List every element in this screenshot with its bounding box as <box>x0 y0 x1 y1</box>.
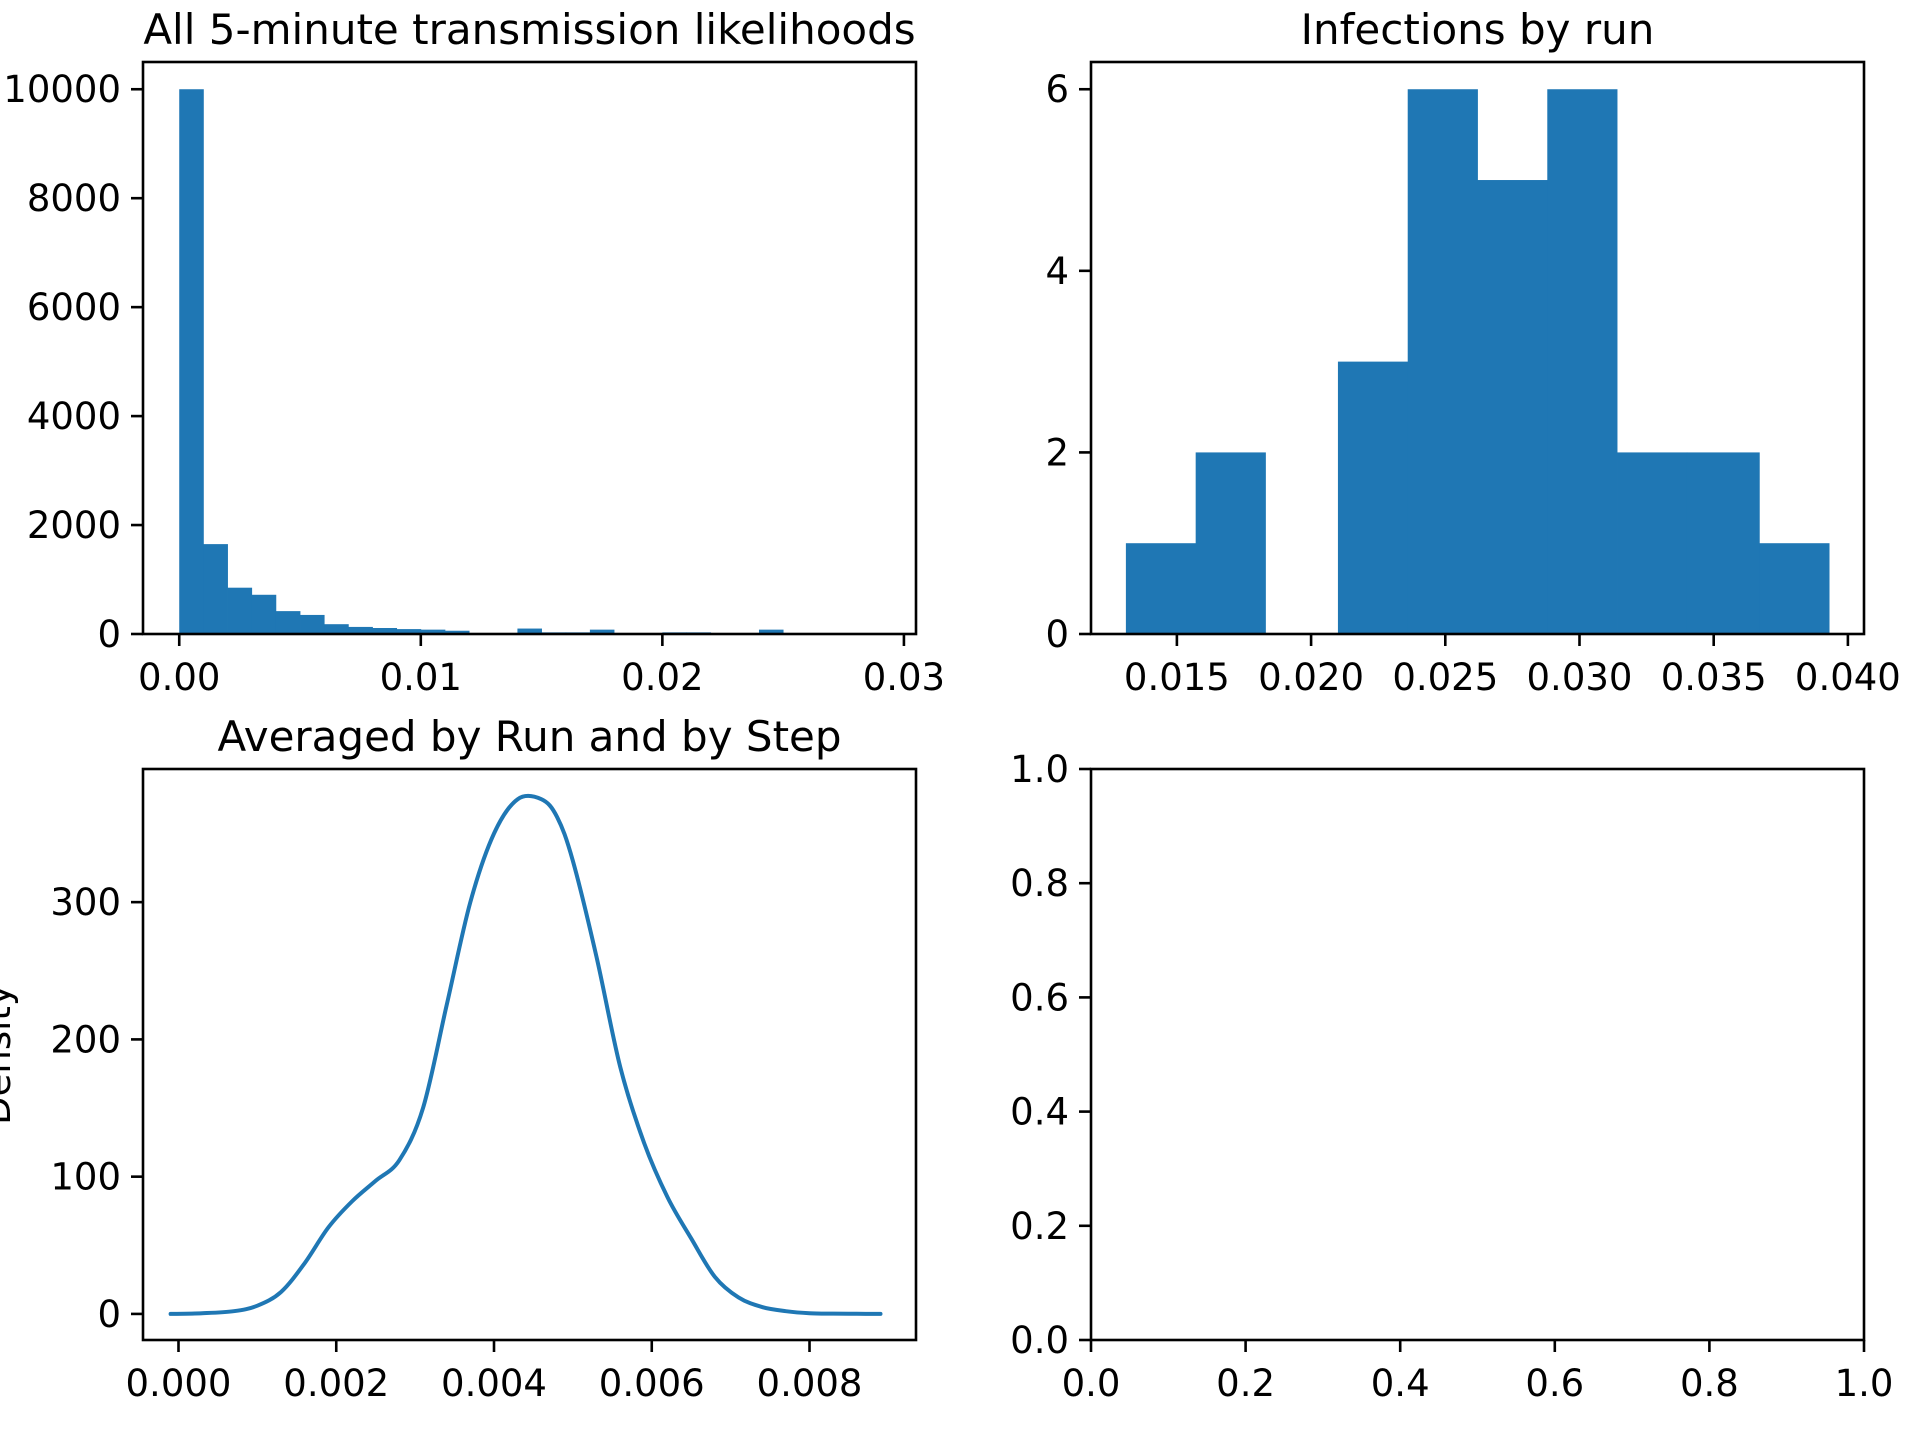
histogram-bar <box>251 594 277 634</box>
x-tick-label: 0.035 <box>1661 656 1767 699</box>
x-tick-label: 0.030 <box>1527 656 1633 699</box>
histogram-bar <box>420 629 446 634</box>
histogram-bar <box>372 628 398 634</box>
y-tick-label: 2 <box>1045 431 1069 474</box>
x-tick-label: 0.02 <box>621 656 703 699</box>
histogram-bar <box>1686 452 1760 634</box>
y-tick-label: 0.2 <box>1010 1205 1069 1248</box>
y-tick-label: 300 <box>50 881 121 924</box>
y-tick-label: 6 <box>1045 68 1069 111</box>
histogram-bar <box>758 629 784 634</box>
y-tick-label: 1.0 <box>1010 748 1069 791</box>
y-tick-label: 0.8 <box>1010 862 1069 905</box>
y-tick-label: 10000 <box>3 68 121 111</box>
histogram-bar <box>589 629 615 634</box>
x-tick-label: 0.0 <box>1062 1362 1121 1405</box>
y-tick-label: 0.6 <box>1010 976 1069 1019</box>
histogram-bar <box>396 629 422 634</box>
axes-frame <box>1089 767 1866 1342</box>
histogram-bar <box>203 544 228 634</box>
x-tick-label: 0.6 <box>1525 1362 1584 1405</box>
x-tick-label: 0.00 <box>138 656 220 699</box>
x-tick-label: 1.0 <box>1835 1362 1894 1405</box>
x-tick-label: 0.020 <box>1258 656 1364 699</box>
y-tick-label: 6000 <box>27 286 121 329</box>
y-tick-label: 4 <box>1045 250 1069 293</box>
histogram-bar <box>348 626 373 634</box>
histogram-bar <box>179 89 204 634</box>
x-tick-label: 0.03 <box>863 656 945 699</box>
y-tick-label: 2000 <box>27 504 121 547</box>
histogram-bar <box>1195 452 1266 634</box>
x-tick-label: 0.040 <box>1795 656 1901 699</box>
histogram-bar <box>1617 452 1688 634</box>
y-tick-label: 0 <box>97 1293 121 1336</box>
y-tick-label: 100 <box>50 1156 121 1199</box>
y-tick-label: 0.0 <box>1010 1319 1069 1362</box>
histogram-bar <box>1407 89 1478 634</box>
y-tick-label: 8000 <box>27 177 121 220</box>
y-tick-label: 0 <box>97 613 121 656</box>
y-tick-label: 0.4 <box>1010 1091 1069 1134</box>
x-tick-label: 0.015 <box>1124 656 1230 699</box>
y-tick-label: 0 <box>1045 613 1069 656</box>
histogram-bar <box>1337 361 1409 634</box>
histogram-bar <box>324 624 349 634</box>
x-tick-label: 0.01 <box>380 656 462 699</box>
axes-frame <box>141 60 918 636</box>
density-curve <box>168 793 883 1316</box>
x-tick-label: 0.4 <box>1371 1362 1430 1405</box>
x-tick-label: 0.8 <box>1680 1362 1739 1405</box>
chart-title: Infections by run <box>1301 5 1655 54</box>
axes-frame <box>1089 60 1866 636</box>
x-tick-label: 0.000 <box>126 1362 232 1405</box>
x-tick-label: 0.006 <box>599 1362 705 1405</box>
y-tick-label: 200 <box>50 1018 121 1061</box>
y-axis-label: Density <box>0 984 19 1125</box>
histogram-bar <box>1759 543 1830 634</box>
histogram-infections-panel: 0.015 0.020 0.025 0.030 0.035 0.040 0 2 4 6 Infect… <box>1045 5 1900 699</box>
axes-frame <box>141 767 918 1342</box>
histogram-bar <box>227 587 253 634</box>
histogram-likelihoods-panel: 0.00 0.01 0.02 0.03 0 2000 4000 6000 8000 10000 Al… <box>3 5 945 699</box>
histogram-bar <box>1547 89 1618 634</box>
x-tick-label: 0.2 <box>1216 1362 1275 1405</box>
empty-axes-panel: 0.0 0.2 0.4 0.6 0.8 1.0 0.0 0.2 0.4 0.6 0.8 1.0 <box>1010 748 1893 1405</box>
histogram-bar <box>1125 543 1197 634</box>
histogram-bar <box>1477 180 1548 635</box>
histogram-bar <box>300 614 325 634</box>
x-tick-label: 0.025 <box>1392 656 1498 699</box>
histogram-bar <box>275 611 301 634</box>
y-tick-label: 4000 <box>27 395 121 438</box>
chart-title: Averaged by Run and by Step <box>217 712 841 761</box>
x-tick-label: 0.004 <box>441 1362 547 1405</box>
histogram-bar <box>444 630 470 634</box>
x-tick-label: 0.002 <box>283 1362 389 1405</box>
chart-title: All 5-minute transmission likelihoods <box>143 5 915 54</box>
histogram-bar <box>517 628 542 634</box>
density-averaged-panel: 0.000 0.002 0.004 0.006 0.008 0 100 200 300 Avera… <box>0 712 918 1405</box>
x-tick-label: 0.008 <box>757 1362 863 1405</box>
